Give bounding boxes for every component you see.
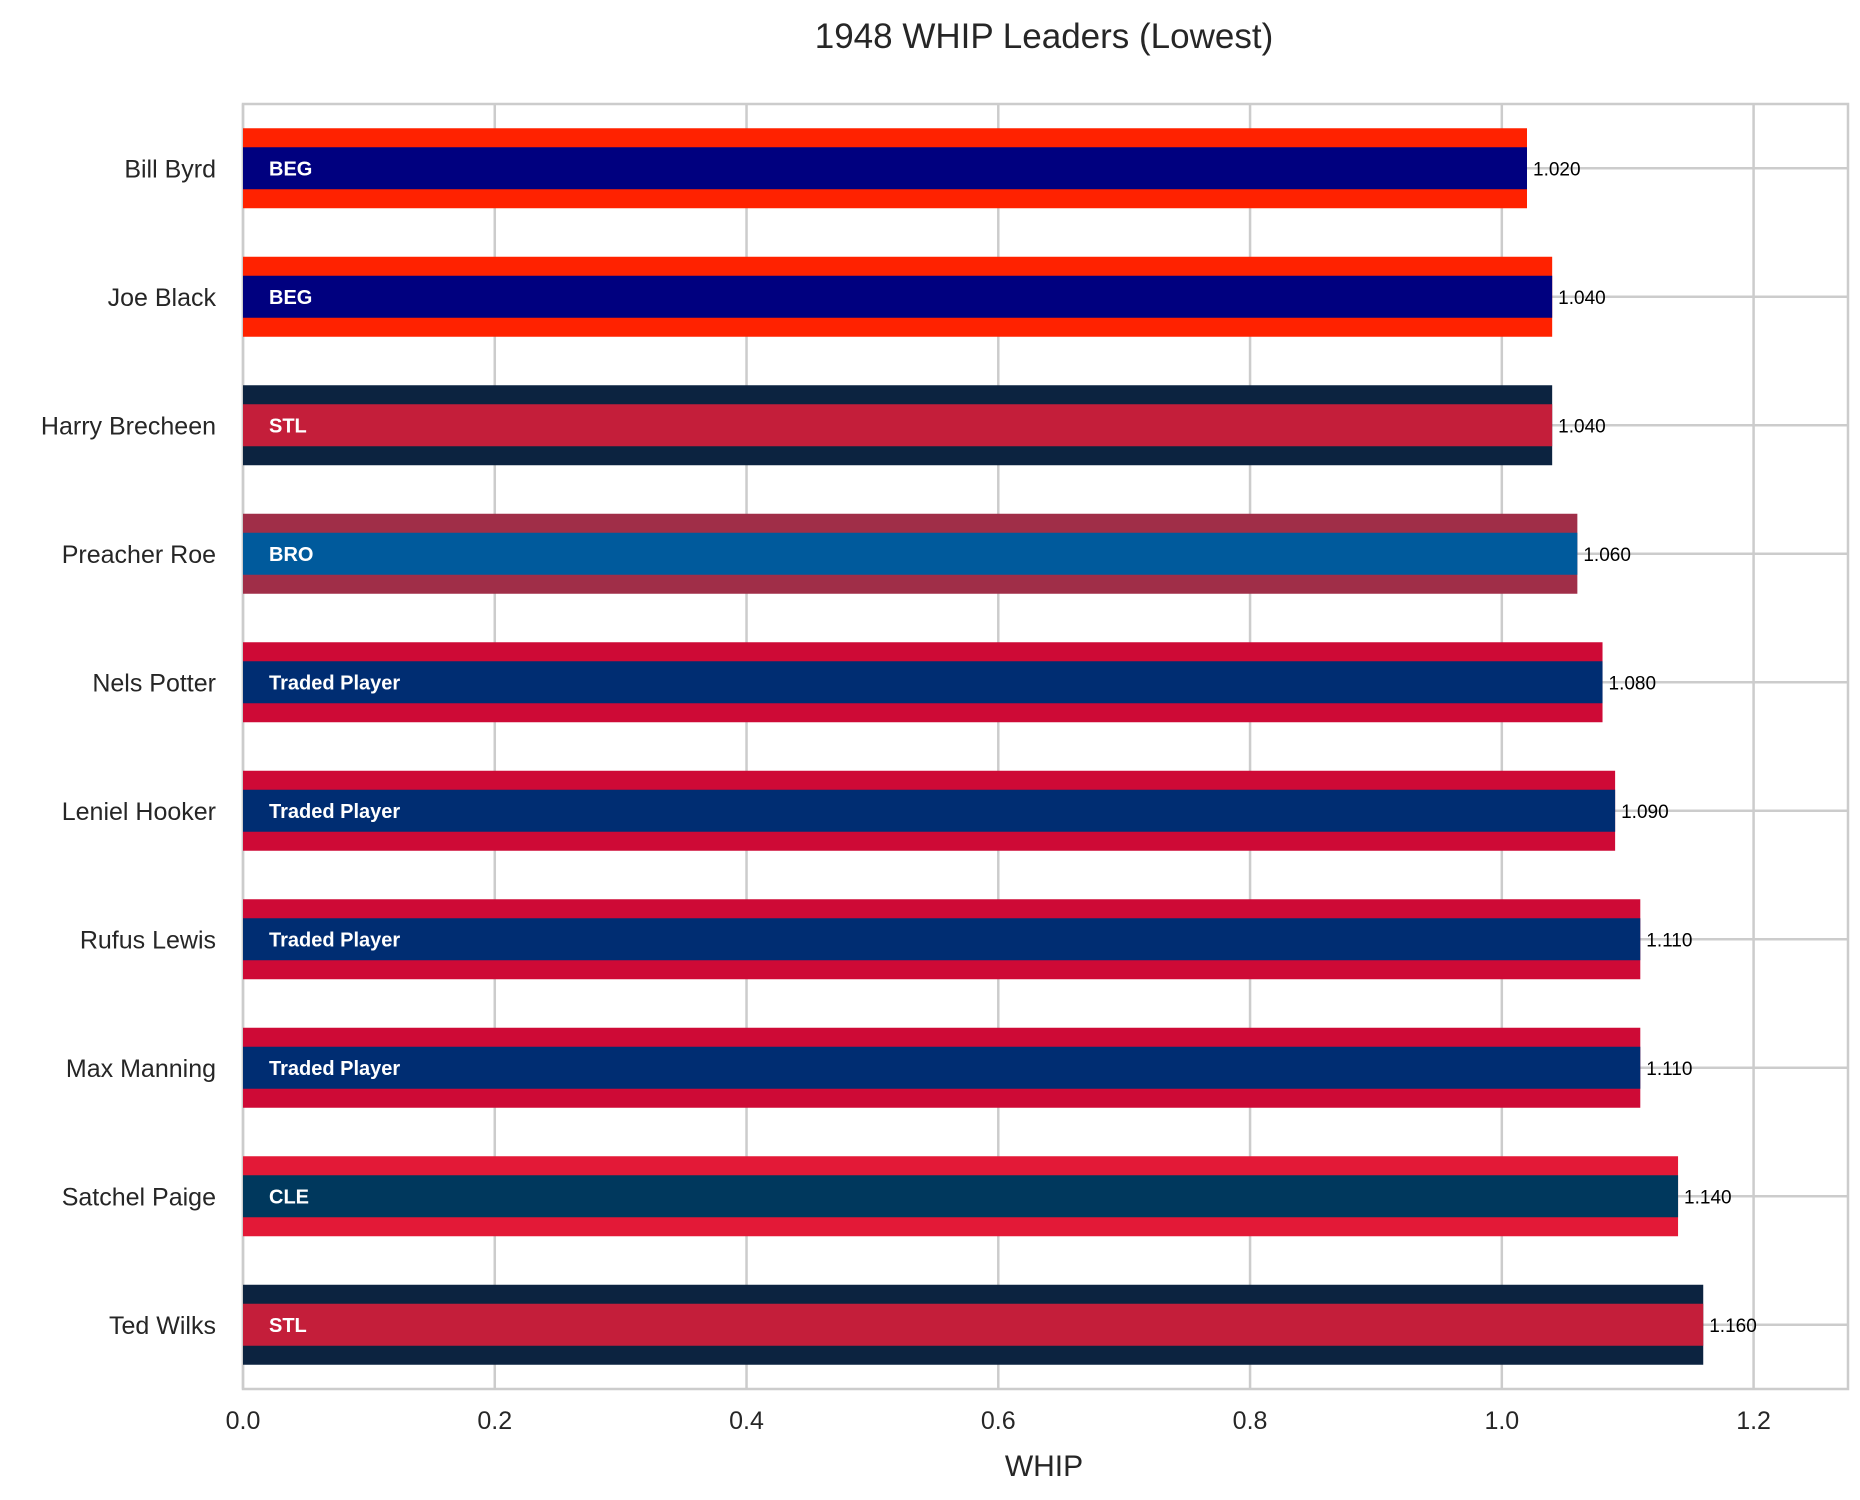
bar-inner	[243, 661, 1603, 704]
x-axis-label: WHIP	[1005, 1450, 1083, 1483]
value-label: 1.020	[1533, 159, 1581, 180]
y-tick-label: Satchel Paige	[62, 1183, 216, 1211]
team-label: BEG	[269, 287, 312, 309]
value-label: 1.140	[1684, 1187, 1732, 1208]
y-tick-label: Rufus Lewis	[80, 926, 216, 954]
team-label: Traded Player	[269, 1058, 400, 1080]
y-tick-labels: Bill Byrd Joe Black Harry Brecheen Preacher…	[41, 155, 217, 1340]
team-label: Traded Player	[269, 672, 400, 694]
x-tick-label: 0.2	[477, 1407, 512, 1435]
team-label: CLE	[269, 1186, 309, 1208]
bar-inner	[243, 789, 1616, 832]
value-label: 1.040	[1558, 288, 1606, 309]
value-label: 1.110	[1646, 930, 1692, 951]
y-tick-label: Harry Brecheen	[41, 412, 216, 440]
value-label: 1.040	[1558, 416, 1606, 437]
x-tick-label: 1.2	[1736, 1407, 1771, 1435]
bar-inner	[243, 275, 1553, 318]
team-label: STL	[269, 1315, 307, 1337]
team-label: Traded Player	[269, 929, 400, 951]
value-label: 1.060	[1583, 545, 1631, 566]
bars: BEG 1.020 BEG 1.040 STL 1.040 BRO 1.060 Traded P…	[243, 128, 1757, 1365]
bar-inner	[243, 1046, 1641, 1089]
y-tick-label: Bill Byrd	[124, 155, 216, 183]
team-label: STL	[269, 415, 307, 437]
bar-inner	[243, 1175, 1679, 1218]
x-tick-label: 0.0	[226, 1407, 261, 1435]
x-tick-label: 0.4	[729, 1407, 764, 1435]
team-label: BRO	[269, 544, 313, 566]
y-tick-label: Nels Potter	[92, 669, 216, 697]
value-label: 1.160	[1709, 1316, 1757, 1337]
x-tick-label: 1.0	[1484, 1407, 1519, 1435]
value-label: 1.110	[1646, 1059, 1692, 1080]
bar-inner	[243, 532, 1578, 575]
bar-inner	[243, 918, 1641, 961]
plot-frame	[241, 102, 1850, 1391]
team-label: Traded Player	[269, 801, 400, 823]
bar-inner	[243, 1303, 1704, 1346]
team-label: BEG	[269, 158, 312, 180]
x-tick-label: 0.8	[1233, 1407, 1268, 1435]
x-tick-label: 0.6	[981, 1407, 1016, 1435]
y-tick-label: Leniel Hooker	[62, 798, 216, 826]
value-label: 1.080	[1609, 673, 1657, 694]
y-tick-label: Preacher Roe	[62, 541, 216, 569]
bar-inner	[243, 147, 1527, 190]
chart-title: 1948 WHIP Leaders (Lowest)	[815, 17, 1273, 56]
y-tick-label: Ted Wilks	[109, 1312, 216, 1340]
x-tick-labels: 0.0 0.2 0.4 0.6 0.8 1.0 1.2	[226, 1407, 1771, 1435]
value-label: 1.090	[1621, 802, 1669, 823]
bar-inner	[243, 404, 1553, 447]
y-tick-label: Joe Black	[108, 284, 217, 312]
y-tick-label: Max Manning	[66, 1055, 216, 1083]
